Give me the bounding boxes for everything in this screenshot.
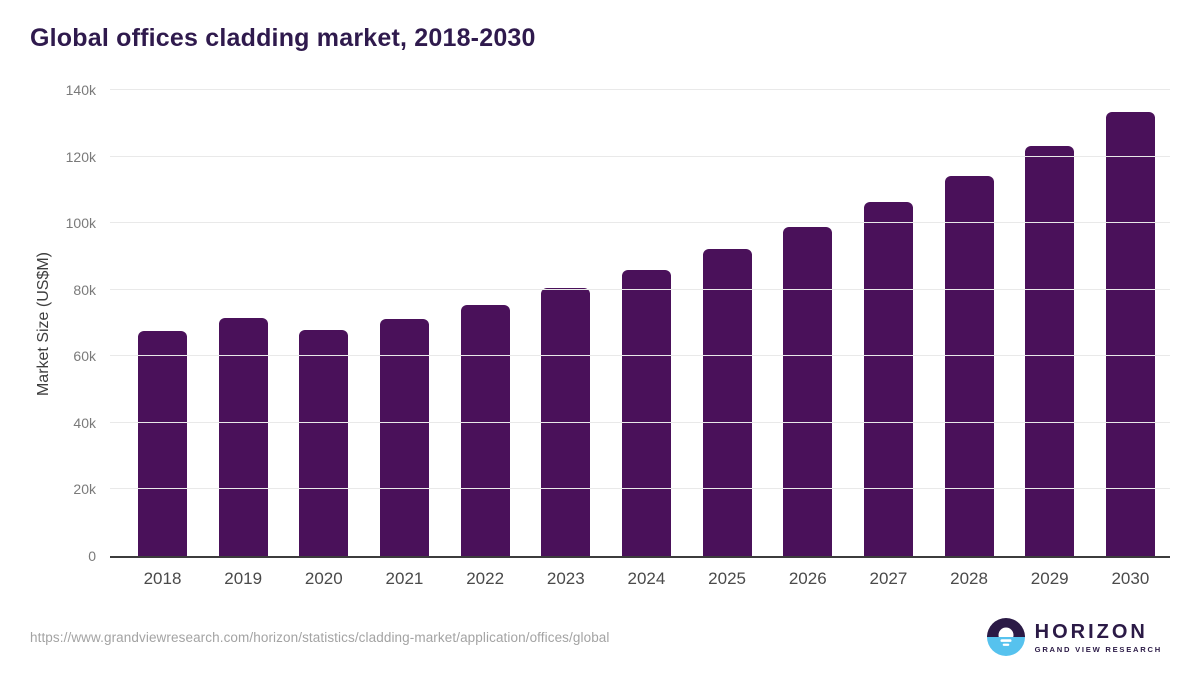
y-axis-title: Market Size (US$M) [35, 251, 52, 397]
horizon-logo: HORIZON GRAND VIEW RESEARCH [986, 618, 1162, 656]
source-url: https://www.grandviewresearch.com/horizo… [30, 630, 610, 645]
bar-2020 [299, 330, 349, 556]
bar-2026 [783, 227, 833, 556]
x-tick-label-2030: 2030 [1111, 569, 1150, 588]
horizon-logo-icon [986, 618, 1025, 656]
horizon-logo-text: HORIZON GRAND VIEW RESEARCH [1035, 621, 1162, 654]
bar-2029 [1025, 145, 1075, 556]
gridline-120k [110, 155, 1170, 157]
bar-column-2028: 2028 [944, 90, 994, 588]
bar-column-2022: 2022 [460, 90, 510, 588]
logo-subtitle: GRAND VIEW RESEARCH [1034, 644, 1162, 654]
gridline-100k [110, 222, 1170, 224]
x-tick-label-2021: 2021 [385, 569, 424, 588]
x-tick-label-2020: 2020 [304, 569, 343, 588]
gridline-80k [110, 288, 1170, 290]
logo-name: HORIZON [1034, 620, 1148, 643]
bar-column-2019: 2019 [218, 90, 268, 588]
x-tick-label-2029: 2029 [1030, 569, 1069, 588]
bar-2027 [863, 202, 913, 556]
x-tick-label-2028: 2028 [950, 569, 988, 588]
bar-2022 [460, 304, 510, 556]
bar-column-2023: 2023 [541, 90, 591, 588]
y-tick-label-60k: 60k [73, 348, 96, 365]
gridline-140k [110, 89, 1170, 90]
x-tick-label-2026: 2026 [788, 569, 827, 588]
gridline-40k [110, 421, 1170, 423]
bar-2030 [1105, 111, 1155, 556]
x-tick-label-2019: 2019 [224, 569, 263, 588]
gridline-60k [110, 355, 1170, 357]
gridline-20k [110, 488, 1170, 490]
x-tick-label-2024: 2024 [627, 569, 666, 588]
bar-column-2027: 2027 [863, 90, 913, 588]
bar-series: 2018 2019 2020 2021 2022 2023 2024 2025 2026 2027… [110, 90, 1170, 588]
bar-2021 [379, 319, 429, 556]
bar-column-2021: 2021 [379, 90, 429, 588]
bar-2024 [621, 269, 671, 556]
x-tick-label-2022: 2022 [466, 569, 505, 588]
x-tick-label-2023: 2023 [546, 569, 585, 588]
bar-column-2024: 2024 [621, 90, 671, 588]
y-tick-label-20k: 20k [73, 481, 96, 498]
bar-column-2018: 2018 [138, 90, 187, 588]
bar-column-2029: 2029 [1025, 90, 1075, 588]
bar-2019 [218, 317, 268, 556]
bar-2025 [702, 249, 752, 556]
y-tick-label-140k: 140k [65, 82, 96, 98]
x-tick-label-2018: 2018 [143, 569, 182, 588]
x-tick-label-2025: 2025 [708, 569, 747, 588]
x-tick-label-2027: 2027 [869, 569, 908, 588]
y-tick-label-120k: 120k [65, 148, 96, 165]
y-tick-label-80k: 80k [73, 281, 96, 298]
bar-2028 [944, 175, 994, 556]
bar-column-2025: 2025 [702, 90, 752, 588]
y-tick-label-0: 0 [88, 548, 96, 564]
bar-2018 [138, 331, 187, 556]
chart-title: Global offices cladding market, 2018-203… [30, 24, 536, 52]
y-tick-label-100k: 100k [65, 215, 96, 232]
bar-column-2020: 2020 [299, 90, 349, 588]
bar-column-2030: 2030 [1105, 90, 1155, 588]
y-tick-label-40k: 40k [73, 414, 96, 431]
plot-area: 2018 2019 2020 2021 2022 2023 2024 2025 2026 2027… [66, 83, 1170, 588]
bar-column-2026: 2026 [783, 90, 833, 588]
